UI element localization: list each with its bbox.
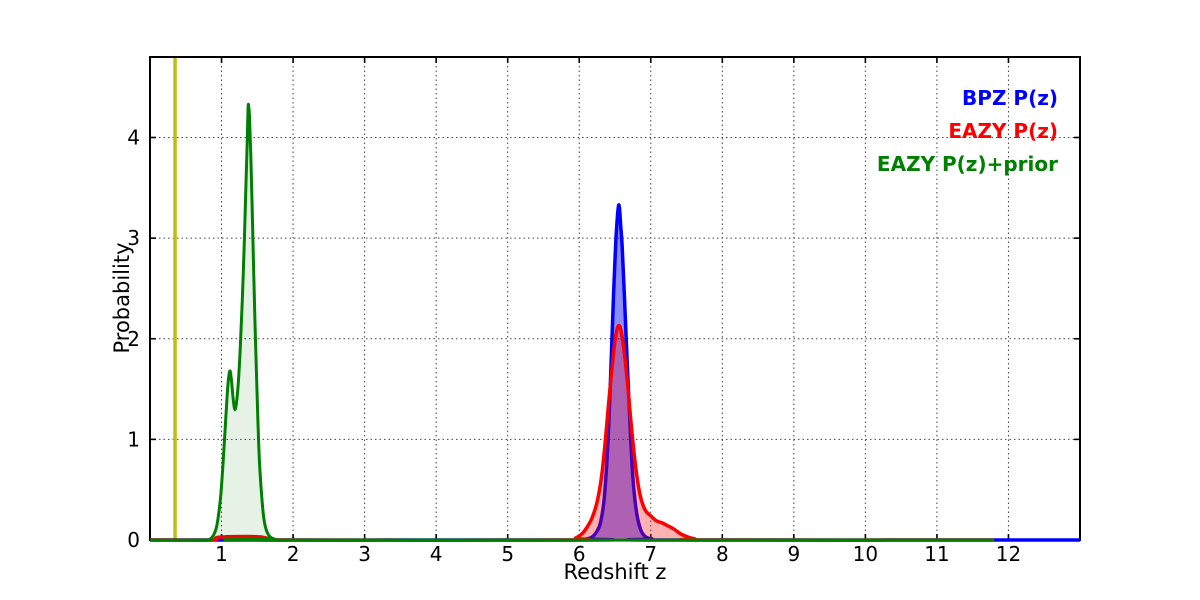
x-tick-label-7: 7	[644, 542, 657, 566]
x-tick-label-1: 1	[215, 542, 228, 566]
y-tick-label-0: 0	[127, 528, 140, 552]
x-tick-label-12: 12	[996, 542, 1021, 566]
y-tick-label-3: 3	[127, 226, 140, 250]
series-fill-1	[150, 325, 995, 541]
x-tick-label-8: 8	[716, 542, 729, 566]
y-tick-label-2: 2	[127, 327, 140, 351]
series-curves	[149, 102, 1081, 542]
x-tick-label-6: 6	[573, 542, 586, 566]
axis-ticks	[150, 57, 1080, 541]
series-line-2	[149, 102, 995, 542]
series-line-0	[149, 203, 1081, 542]
legend: BPZ P(z) EAZY P(z) EAZY P(z)+prior	[877, 82, 1058, 181]
x-axis-label: Redshift z	[563, 560, 667, 584]
x-tick-label-2: 2	[287, 542, 300, 566]
series-line-1	[149, 323, 995, 542]
series-fill-0	[150, 204, 1080, 541]
legend-entry-bpz: BPZ P(z)	[962, 86, 1058, 110]
x-tick-label-4: 4	[430, 542, 443, 566]
x-tick-label-5: 5	[501, 542, 514, 566]
series-fill-2	[150, 104, 995, 541]
y-tick-label-4: 4	[127, 126, 140, 150]
y-tick-label-1: 1	[127, 427, 140, 451]
x-tick-label-9: 9	[787, 542, 800, 566]
y-axis-label: Probability	[110, 242, 134, 354]
x-tick-label-10: 10	[853, 542, 878, 566]
x-tick-label-3: 3	[358, 542, 371, 566]
legend-entry-eazy: EAZY P(z)	[948, 119, 1058, 143]
x-tick-label-11: 11	[924, 542, 949, 566]
legend-entry-eazy-prior: EAZY P(z)+prior	[876, 152, 1058, 176]
